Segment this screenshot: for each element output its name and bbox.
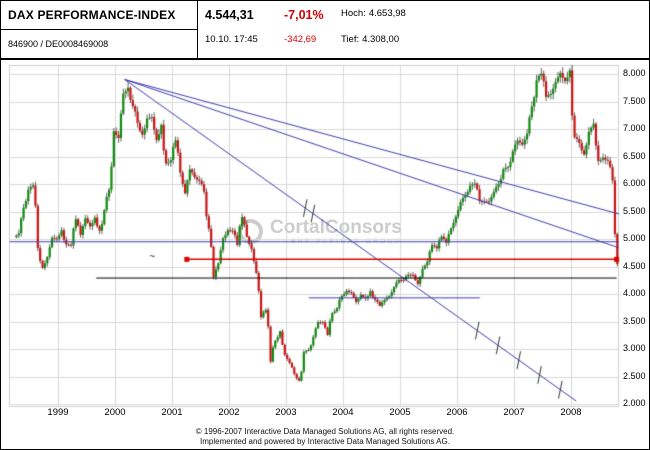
x-axis-label: 2007	[503, 407, 525, 418]
y-axis-label: 3.000	[623, 343, 646, 353]
x-axis-label: 2003	[275, 407, 297, 418]
quote-header: DAX PERFORMANCE-INDEX 846900 / DE0008469…	[1, 1, 649, 60]
x-axis-label: 2005	[389, 407, 411, 418]
y-axis-label: 3.500	[623, 315, 646, 326]
instrument-title: DAX PERFORMANCE-INDEX	[1, 1, 197, 30]
high-value: 4.653,98	[368, 8, 406, 19]
y-axis-label: 7.000	[623, 123, 646, 133]
low-value: 4.308,00	[362, 34, 400, 45]
day-low: Tief: 4.308,00	[341, 34, 399, 45]
y-axis-label: 6.500	[623, 150, 646, 161]
y-axis-label: 5.000	[623, 233, 646, 243]
instrument-cell: DAX PERFORMANCE-INDEX 846900 / DE0008469…	[1, 1, 198, 58]
x-axis-label: 2004	[332, 407, 354, 418]
x-axis-label: 2002	[218, 407, 240, 418]
y-axis-label: 7.500	[623, 95, 646, 106]
day-high: Hoch: 4.653,98	[341, 8, 406, 19]
change-percent: -7,01%	[284, 8, 324, 22]
y-axis-label: 8.000	[623, 68, 646, 78]
y-axis-label: 5.500	[623, 205, 646, 216]
y-axis-label: 6.000	[623, 178, 646, 188]
instrument-ids: 846900 / DE0008469008	[8, 39, 109, 49]
quote-timestamp: 10.10. 17:45	[205, 34, 258, 45]
y-axis-label: 4.500	[623, 260, 646, 271]
x-axis-label: 2006	[446, 407, 468, 418]
x-axis-label: 2000	[104, 407, 126, 418]
high-label: Hoch:	[341, 8, 366, 19]
change-absolute: -342,69	[284, 34, 317, 45]
y-axis-label: 2.500	[623, 370, 646, 381]
x-axis-label: 2008	[560, 407, 582, 418]
x-axis-label: 1999	[47, 407, 69, 418]
x-axis-label: 2001	[161, 407, 183, 418]
last-price: 4.544,31	[205, 8, 254, 22]
copyright-line: © 1996-2007 Interactive Data Managed Sol…	[195, 427, 455, 436]
powered-by-line: Implemented and powered by Interactive D…	[200, 436, 450, 446]
y-axis-label: 4.000	[623, 288, 646, 298]
price-chart-canvas	[1, 59, 649, 421]
y-axis-label: 2.000	[623, 398, 646, 408]
chart-footer: © 1996-2007 Interactive Data Managed Sol…	[1, 427, 649, 446]
low-label: Tief:	[341, 34, 360, 45]
